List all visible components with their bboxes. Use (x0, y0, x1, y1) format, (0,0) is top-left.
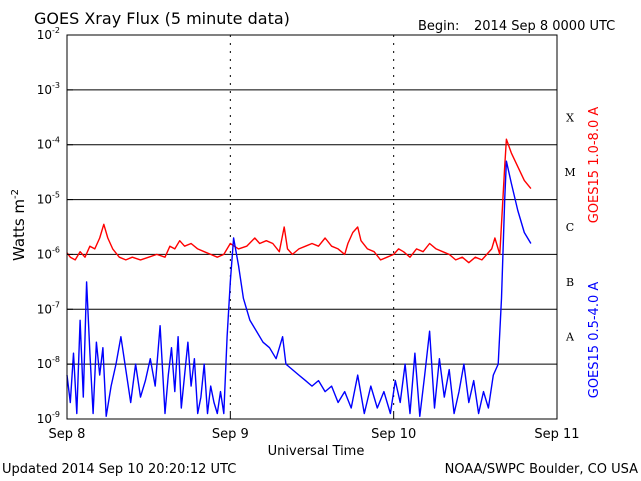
begin-value: 2014 Sep 8 0000 UTC (474, 19, 615, 34)
flare-class-label: X (566, 111, 574, 124)
flare-class-label: A (565, 331, 575, 344)
x-tick-label: Sep 8 (49, 427, 86, 442)
series-line (66, 160, 532, 417)
x-tick-label: Sep 9 (212, 427, 249, 442)
plot-frame (66, 34, 558, 420)
y-tick-label: 10-5 (37, 191, 60, 207)
footer-updated: Updated 2014 Sep 10 20:20:12 UTC (2, 462, 236, 477)
y-tick-labels: 10-2 10-3 10-4 10-5 10-6 10-7 10-8 10-9 (37, 26, 73, 426)
y-tick-label: 10-2 (37, 26, 60, 42)
y-tick-label: 10-8 (37, 355, 60, 371)
legend-series-long: GOES15 1.0-8.0 A (587, 107, 602, 224)
y-tick-label: 10-4 (37, 136, 60, 152)
y-tick-label: 10-3 (37, 81, 60, 97)
y-tick-label: 10-7 (37, 300, 60, 316)
footer-source: NOAA/SWPC Boulder, CO USA (445, 462, 638, 477)
flare-class-label: C (566, 221, 574, 234)
x-axis-label: Universal Time (268, 444, 365, 459)
legend-series-short: GOES15 0.5-4.0 A (587, 282, 602, 399)
series-layer (66, 138, 532, 417)
x-tick-labels: Sep 8 Sep 9 Sep 10 Sep 11 (49, 413, 580, 442)
grid-layer (67, 35, 557, 419)
y-tick-label: 10-9 (37, 410, 60, 426)
flare-class-label: B (566, 276, 574, 289)
y-axis-label-exp: -2 (10, 189, 21, 199)
series-line (66, 138, 532, 264)
y-tick-label: 10-6 (37, 245, 60, 261)
x-tick-label: Sep 10 (371, 427, 416, 442)
begin-label: Begin: (418, 19, 459, 34)
flare-class-label: M (564, 166, 575, 179)
x-tick-label: Sep 11 (534, 427, 579, 442)
flare-class-labels: X M C B A (564, 111, 575, 343)
chart-title: GOES Xray Flux (5 minute data) (34, 9, 290, 28)
y-axis-label: Watts m-2 (10, 189, 28, 261)
y-axis-label-base: Watts m (10, 199, 28, 261)
